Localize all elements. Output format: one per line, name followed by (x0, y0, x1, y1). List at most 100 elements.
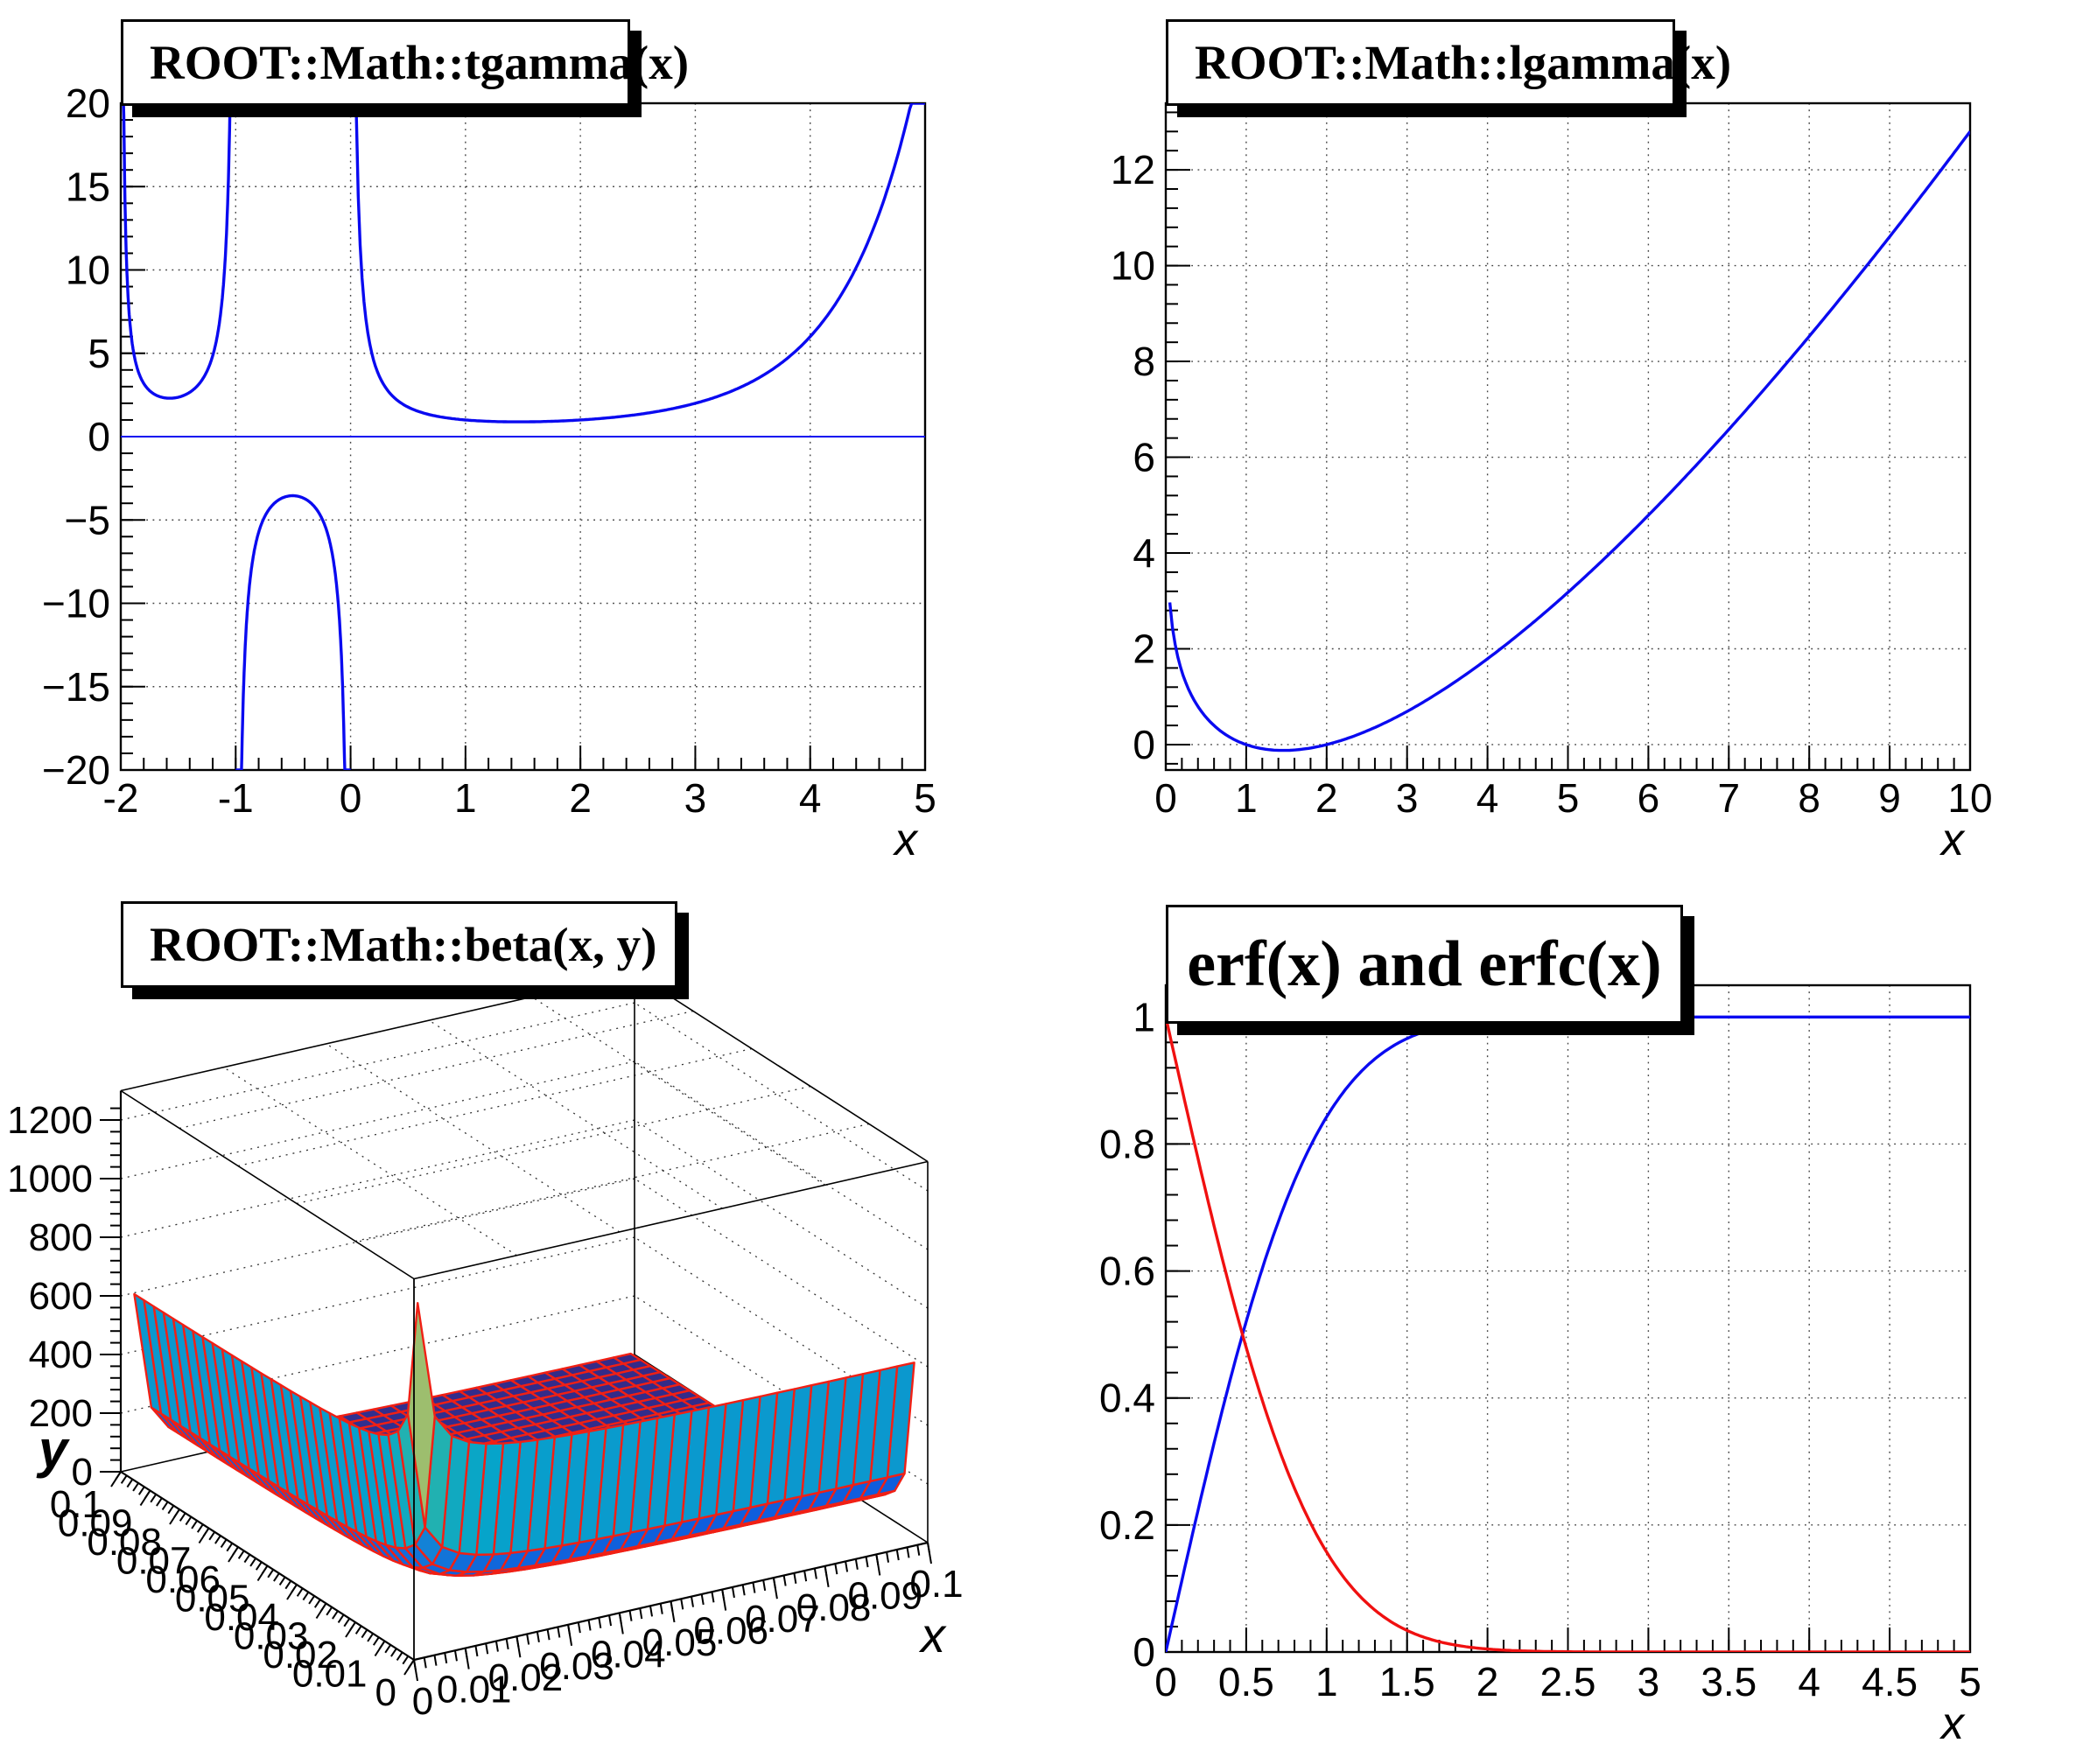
svg-text:1.5: 1.5 (1379, 1659, 1435, 1704)
svg-text:4: 4 (1798, 1659, 1820, 1704)
svg-text:3: 3 (684, 775, 707, 821)
svg-text:5: 5 (1959, 1659, 1981, 1704)
svg-text:2: 2 (1133, 626, 1155, 672)
svg-text:0.08: 0.08 (796, 1586, 872, 1629)
tgamma-x-axis-title: x (894, 815, 917, 865)
svg-text:7: 7 (1718, 775, 1741, 821)
svg-text:0.04: 0.04 (204, 1596, 279, 1639)
erf-title: erf(x) and erfc(x) (1187, 928, 1662, 1000)
erf-axes: 0 0.5 1 1.5 2 2.5 3 3.5 4 4.5 5 1 0.8 0.6 0.4 0.2 0 (1099, 990, 1981, 1704)
svg-text:0.06: 0.06 (693, 1610, 768, 1653)
svg-text:0.09: 0.09 (847, 1574, 922, 1617)
svg-text:3.5: 3.5 (1701, 1659, 1757, 1704)
svg-text:0.03: 0.03 (234, 1615, 309, 1658)
svg-text:15: 15 (66, 164, 110, 209)
svg-text:9: 9 (1878, 775, 1901, 821)
svg-text:−10: −10 (42, 581, 110, 626)
svg-text:4.5: 4.5 (1862, 1659, 1918, 1704)
lgamma-title: ROOT::Math::lgamma(x) (1195, 36, 1732, 89)
svg-text:0.06: 0.06 (145, 1558, 221, 1601)
svg-text:2: 2 (1476, 1659, 1499, 1704)
svg-text:20: 20 (66, 80, 110, 126)
svg-text:2.5: 2.5 (1540, 1659, 1596, 1704)
svg-text:10: 10 (1111, 243, 1155, 289)
erf-x-axis-title: x (1941, 1698, 1964, 1749)
svg-text:12: 12 (1111, 147, 1155, 192)
svg-text:0: 0 (412, 1680, 433, 1723)
svg-text:0: 0 (72, 1451, 93, 1494)
svg-text:-2: -2 (103, 775, 139, 821)
svg-text:4: 4 (1476, 775, 1499, 821)
beta-x-axis-title: x (921, 1607, 945, 1662)
svg-text:0: 0 (375, 1671, 396, 1714)
svg-text:0: 0 (1154, 1659, 1177, 1704)
svg-text:0.01: 0.01 (292, 1653, 368, 1696)
tgamma-title-box: ROOT::Math::tgamma(x) (121, 19, 689, 106)
svg-text:-1: -1 (218, 775, 254, 821)
curve-tgamma (121, 103, 925, 770)
svg-text:0.6: 0.6 (1099, 1249, 1155, 1294)
svg-text:0: 0 (1154, 775, 1177, 821)
svg-text:0.5: 0.5 (1218, 1659, 1274, 1704)
svg-text:2: 2 (569, 775, 592, 821)
svg-text:0: 0 (340, 775, 362, 821)
svg-text:0.02: 0.02 (263, 1634, 338, 1676)
svg-text:4: 4 (1133, 530, 1155, 576)
svg-text:2: 2 (1315, 775, 1338, 821)
svg-text:0: 0 (1133, 1629, 1155, 1675)
beta-y-axis-title: y (39, 1420, 68, 1479)
svg-text:600: 600 (29, 1275, 93, 1318)
svg-text:1200: 1200 (7, 1099, 93, 1142)
svg-text:0.02: 0.02 (488, 1656, 564, 1699)
svg-text:4: 4 (799, 775, 822, 821)
tgamma-axes: -2 -1 0 1 2 3 4 5 20 15 10 5 0 −5 −10 −15 −20 (42, 80, 936, 821)
svg-text:0.07: 0.07 (745, 1598, 820, 1641)
svg-text:400: 400 (29, 1334, 93, 1376)
svg-text:0: 0 (1133, 722, 1155, 767)
svg-text:10: 10 (1947, 775, 1992, 821)
svg-text:0.09: 0.09 (58, 1502, 133, 1545)
svg-text:200: 200 (29, 1392, 93, 1435)
curve-erf (1166, 1015, 1970, 1652)
svg-text:0.4: 0.4 (1099, 1376, 1155, 1421)
tgamma-title: ROOT::Math::tgamma(x) (150, 36, 690, 89)
lgamma-x-axis-title: x (1941, 815, 1964, 865)
svg-text:1: 1 (1315, 1659, 1338, 1704)
beta-title-box: ROOT::Math::beta(x, y) (121, 901, 677, 988)
svg-text:800: 800 (29, 1216, 93, 1259)
svg-text:1: 1 (454, 775, 477, 821)
svg-text:−20: −20 (42, 747, 110, 793)
svg-text:3: 3 (1396, 775, 1419, 821)
svg-text:8: 8 (1798, 775, 1820, 821)
svg-text:0.01: 0.01 (437, 1669, 512, 1712)
svg-text:0.05: 0.05 (642, 1621, 718, 1664)
svg-text:0.1: 0.1 (909, 1563, 963, 1606)
svg-text:1000: 1000 (7, 1158, 93, 1200)
lgamma-grid (1166, 103, 1970, 770)
beta-axes: 0 0.010.020.030.040.050.060.070.080.090.1… (7, 1090, 964, 1723)
lgamma-title-box: ROOT::Math::lgamma(x) (1166, 19, 1731, 106)
svg-text:−5: −5 (65, 497, 110, 542)
svg-text:−15: −15 (42, 664, 110, 710)
pad-erf: 0 0.5 1 1.5 2 2.5 3 3.5 4 4.5 5 1 0.8 0.6 0.4 0.2 0 (1099, 984, 1981, 1704)
svg-text:3: 3 (1638, 1659, 1660, 1704)
svg-text:10: 10 (66, 248, 110, 293)
svg-text:0.2: 0.2 (1099, 1502, 1155, 1548)
pad-beta: 0 0.010.020.030.040.050.060.070.080.090.1… (7, 972, 964, 1723)
svg-text:0.1: 0.1 (50, 1483, 103, 1526)
svg-text:1: 1 (1235, 775, 1258, 821)
svg-text:6: 6 (1638, 775, 1660, 821)
svg-text:0.04: 0.04 (591, 1633, 666, 1676)
svg-text:0.07: 0.07 (116, 1540, 192, 1583)
curve-erfc (1166, 1016, 1970, 1652)
curve-lgamma (1168, 130, 1970, 752)
beta-surface (133, 1292, 915, 1578)
pad-tgamma: -2 -1 0 1 2 3 4 5 20 15 10 5 0 −5 −10 −15 −20 (42, 80, 936, 821)
svg-text:1: 1 (1133, 994, 1155, 1040)
svg-text:0.05: 0.05 (175, 1578, 250, 1620)
svg-text:0.08: 0.08 (87, 1521, 162, 1564)
beta-title: ROOT::Math::beta(x, y) (150, 918, 657, 971)
